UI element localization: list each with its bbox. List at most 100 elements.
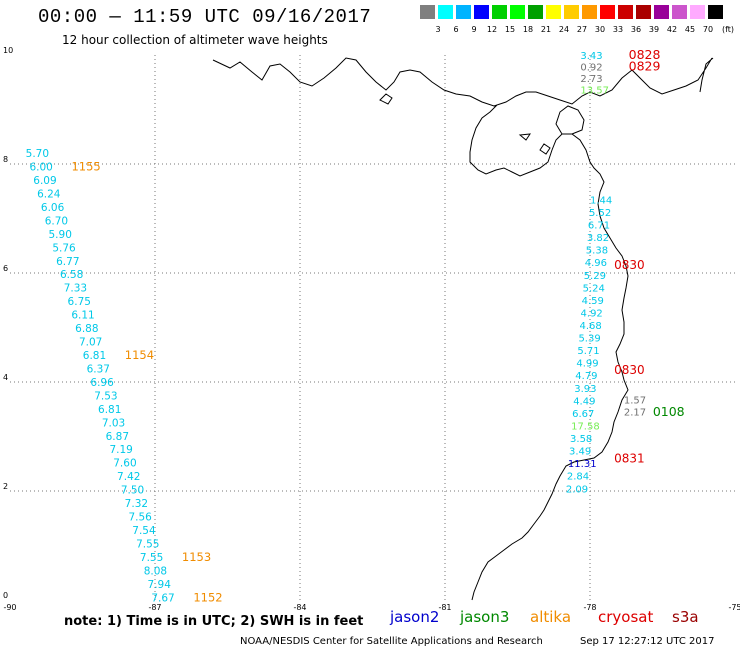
- satellite-name-cryosat: cryosat: [598, 608, 654, 626]
- legend-swatch: [690, 5, 705, 19]
- wave-height-value: 6.09: [33, 175, 56, 187]
- legend-label: 36: [630, 25, 642, 34]
- wave-height-value: 5.71: [577, 346, 599, 357]
- pass-time-label: 0830: [614, 258, 645, 272]
- satellite-name-jason2: jason2: [390, 608, 440, 626]
- footer-timestamp: Sep 17 12:27:12 UTC 2017: [580, 636, 715, 647]
- wave-height-value: 4.49: [573, 396, 595, 407]
- coastline: [212, 57, 714, 601]
- wave-height-value: 3.93: [574, 384, 596, 395]
- x-tick-label: -90: [3, 603, 16, 612]
- legend-label: 70: [702, 25, 714, 34]
- wave-height-value: 4.59: [582, 296, 604, 307]
- legend-swatch: [474, 5, 489, 19]
- legend-label: 33: [612, 25, 624, 34]
- wave-height-value: 4.68: [579, 321, 601, 332]
- wave-height-value: 5.70: [26, 148, 49, 160]
- x-tick-label: -78: [583, 603, 596, 612]
- wave-height-value: 3.43: [580, 51, 602, 62]
- legend-label: 15: [504, 25, 516, 34]
- wave-height-value: 2.84: [567, 472, 589, 483]
- pass-time-label: 1153: [182, 550, 211, 564]
- wave-height-value: 6.24: [37, 188, 61, 200]
- wave-height-value: 11.31: [568, 459, 597, 470]
- legend-swatch: [492, 5, 507, 19]
- legend-swatch: [654, 5, 669, 19]
- y-tick-label: 10: [3, 46, 13, 55]
- wave-height-value: 6.77: [56, 256, 79, 268]
- wave-height-value: 7.50: [121, 485, 144, 497]
- wave-height-value: 7.42: [117, 471, 140, 483]
- wave-height-value: 5.90: [49, 229, 72, 241]
- pass-time-label: 1154: [125, 348, 154, 362]
- legend-label: 21: [540, 25, 552, 34]
- page-title: 00:00 — 11:59 UTC 09/16/2017: [38, 6, 372, 28]
- legend-swatch: [582, 5, 597, 19]
- wave-height-value: 7.53: [94, 390, 117, 402]
- legend-label: 24: [558, 25, 570, 34]
- map-grid: -90 -87 -84 -81 -78 -75 0 2 4 6 8 10: [3, 46, 740, 612]
- wave-height-value: 2.17: [624, 407, 646, 418]
- y-tick-label: 4: [3, 373, 8, 382]
- wave-height-value: 6.81: [98, 404, 121, 416]
- legend-label: 18: [522, 25, 534, 34]
- legend-label: 39: [648, 25, 660, 34]
- note-text: note: 1) Time is in UTC; 2) SWH is in fe…: [64, 614, 364, 629]
- wave-height-value: 13.57: [580, 85, 609, 96]
- legend-swatch: [618, 5, 633, 19]
- y-tick-label: 0: [3, 591, 8, 600]
- wave-height-value: 4.96: [585, 258, 607, 269]
- legend-swatch: [528, 5, 543, 19]
- legend-swatch: [564, 5, 579, 19]
- wave-height-value: 1.57: [624, 395, 646, 406]
- legend-label: 45: [684, 25, 696, 34]
- wave-height-value: 6.96: [90, 377, 114, 389]
- legend-swatch: [510, 5, 525, 19]
- satellite-name-jason3: jason3: [460, 608, 510, 626]
- wave-height-value: 4.79: [575, 371, 597, 382]
- wave-height-value: 6.75: [68, 296, 91, 308]
- wave-height-value: 6.71: [588, 221, 610, 232]
- wave-height-value: 7.07: [79, 337, 102, 349]
- pass-time-label: 1152: [193, 590, 222, 604]
- x-tick-label: -87: [148, 603, 161, 612]
- wave-height-value: 17.58: [571, 421, 600, 432]
- legend-label: 42: [666, 25, 678, 34]
- wave-height-value: 6.37: [87, 363, 110, 375]
- wave-height-value: 5.39: [578, 334, 600, 345]
- legend-label: 9: [471, 25, 477, 34]
- wave-height-value: 6.00: [29, 162, 52, 174]
- legend-swatch: [672, 5, 687, 19]
- x-tick-label: -81: [438, 603, 451, 612]
- pass-time-label: 0829: [629, 58, 661, 73]
- y-tick-label: 8: [3, 155, 8, 164]
- wave-height-value: 2.09: [566, 484, 588, 495]
- legend-swatch: [438, 5, 453, 19]
- legend-label: 6: [453, 25, 459, 34]
- wave-height-value: 6.81: [83, 350, 106, 362]
- wave-height-value: 7.60: [113, 458, 136, 470]
- legend-label: 3: [435, 25, 441, 34]
- x-tick-label: -84: [293, 603, 306, 612]
- wave-height-value: 5.29: [584, 271, 606, 282]
- wave-height-value: 6.06: [41, 202, 65, 214]
- wave-height-value: 6.87: [106, 431, 129, 443]
- legend-unit: (ft): [722, 25, 735, 34]
- wave-height-value: 1.44: [590, 195, 612, 206]
- pass-time-label: 1155: [71, 160, 100, 174]
- footer-credit: NOAA/NESDIS Center for Satellite Applica…: [240, 636, 543, 647]
- satellite-name-altika: altika: [530, 608, 572, 626]
- pass-time-label: 0830: [614, 363, 645, 377]
- wave-height-value: 5.52: [589, 208, 611, 219]
- wave-height-value: 0.92: [580, 62, 602, 73]
- pass-time-label: 0831: [614, 451, 645, 465]
- legend-label: 12: [486, 25, 498, 34]
- legend-swatch: [420, 5, 435, 19]
- legend-label: 27: [576, 25, 588, 34]
- wave-height-value: 7.55: [136, 538, 159, 550]
- wave-height-value: 3.58: [570, 434, 592, 445]
- wave-height-value: 7.55: [140, 552, 163, 564]
